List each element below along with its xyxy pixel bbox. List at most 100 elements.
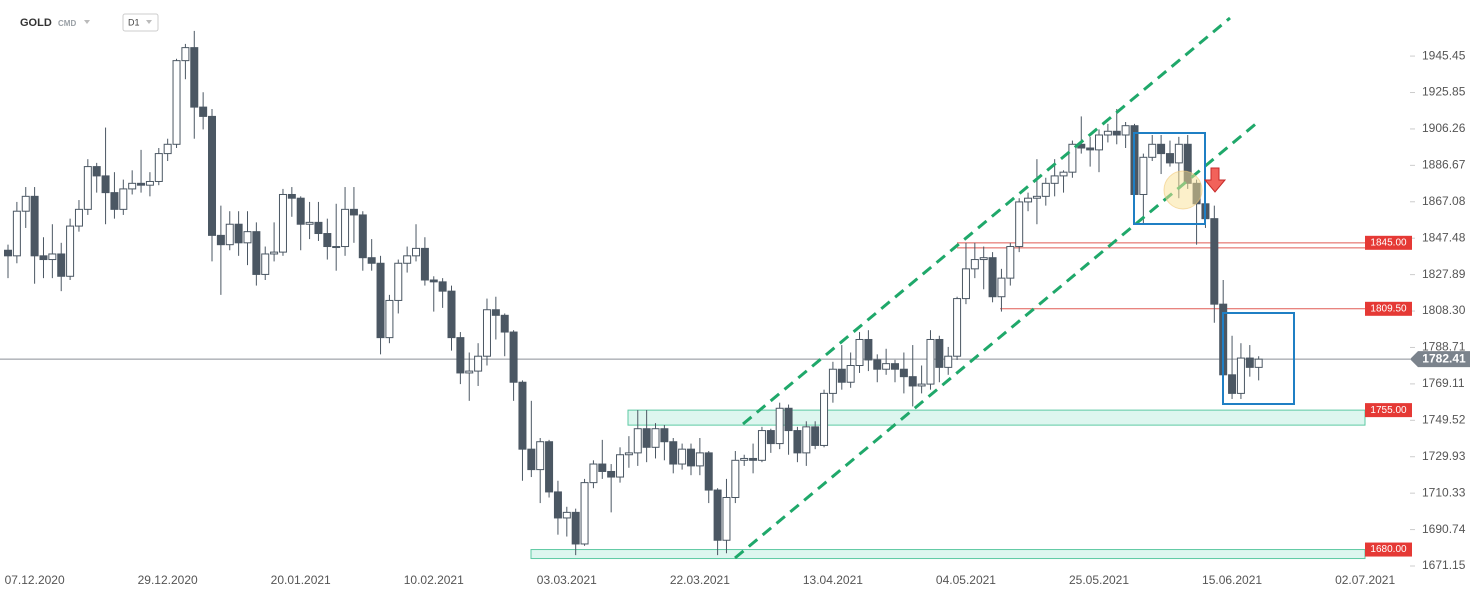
- candle-body: [1103, 130, 1112, 136]
- market[interactable]: CMD: [58, 19, 76, 28]
- candle-body: [899, 368, 908, 378]
- candle-body: [332, 246, 341, 249]
- candle-body: [589, 463, 598, 484]
- candle-body: [553, 491, 562, 519]
- y-tick-label: 1788.71: [1422, 340, 1466, 354]
- candle-body: [536, 441, 545, 471]
- candle-body: [367, 257, 376, 264]
- candle-body: [660, 428, 669, 443]
- candle-body: [110, 192, 119, 210]
- y-tick-label: 1671.15: [1422, 558, 1466, 572]
- candle-body: [216, 234, 225, 246]
- candle-body: [163, 143, 172, 155]
- candle-body: [1139, 156, 1148, 195]
- level-label-box: [1365, 403, 1412, 418]
- candle-body: [935, 338, 944, 368]
- candle-body: [580, 482, 589, 545]
- y-tick-label: 1808.30: [1422, 303, 1466, 317]
- candle-body: [1254, 358, 1263, 368]
- candle-body: [1174, 143, 1183, 164]
- candle-body: [837, 368, 846, 383]
- candle-body: [412, 247, 421, 257]
- candle-body: [101, 175, 110, 194]
- x-tick-label: 10.02.2021: [404, 573, 464, 587]
- candle-body: [1095, 134, 1104, 151]
- candle-body: [979, 257, 988, 261]
- candle-body: [21, 195, 30, 212]
- candle-body: [1165, 153, 1174, 164]
- candle-body: [784, 407, 793, 432]
- candle-body: [270, 251, 279, 255]
- level-label: 1809.50: [1370, 303, 1407, 314]
- candle-body: [429, 279, 438, 283]
- y-tick-label: 1749.52: [1422, 412, 1466, 426]
- candle-body: [1112, 130, 1121, 136]
- candle-body: [633, 428, 642, 454]
- candle-body: [145, 180, 154, 186]
- timeframe-box[interactable]: [122, 13, 159, 32]
- candle-body: [642, 428, 651, 448]
- level-label-box: [1365, 235, 1412, 250]
- dropdown-arrow[interactable]: [146, 20, 152, 24]
- candle-body: [314, 221, 323, 235]
- candle-body: [438, 281, 447, 292]
- candle-body: [465, 370, 474, 374]
- candle-body: [598, 463, 607, 472]
- candle-body: [252, 231, 261, 275]
- candle-body: [571, 511, 580, 545]
- candle-body: [394, 262, 403, 301]
- candle-body: [811, 426, 820, 446]
- candle-body: [678, 448, 687, 465]
- candle-body: [420, 247, 429, 281]
- zones: [0, 242, 1410, 560]
- candle-body: [1024, 197, 1033, 203]
- last-price-label: 1782.41: [1422, 351, 1466, 365]
- timeframe[interactable]: D1: [128, 17, 140, 27]
- x-tick-label: 07.12.2020: [5, 573, 65, 587]
- candle-body: [234, 223, 243, 244]
- support-zone: [530, 549, 1366, 560]
- candle-body: [30, 195, 39, 257]
- drawings: [734, 16, 1295, 560]
- candle-body: [695, 452, 704, 467]
- dropdown-arrow[interactable]: [84, 20, 90, 24]
- candle-body: [864, 338, 873, 361]
- x-tick-label: 29.12.2020: [138, 573, 198, 587]
- x-tick-label: 04.05.2021: [936, 573, 996, 587]
- y-tick-label: 1690.74: [1422, 522, 1466, 536]
- candle-body: [651, 428, 660, 448]
- candle-body: [961, 268, 970, 300]
- candle-body: [500, 314, 509, 333]
- candle-body: [447, 290, 456, 339]
- y-tick-label: 1710.33: [1422, 485, 1466, 499]
- candle-body: [4, 249, 12, 257]
- candle-body: [1059, 171, 1068, 177]
- y-tick-label: 1945.45: [1422, 48, 1466, 62]
- y-tick-label: 1886.67: [1422, 158, 1466, 172]
- candle-body: [66, 225, 75, 277]
- candle-body: [403, 255, 412, 264]
- candle-body: [261, 253, 270, 275]
- candle-body: [509, 331, 518, 383]
- candle-body: [740, 457, 749, 461]
- candle-body: [518, 381, 527, 450]
- candle-body: [474, 355, 483, 372]
- y-tick-label: 1847.48: [1422, 230, 1466, 244]
- candle-body: [545, 441, 554, 493]
- x-tick-label: 03.03.2021: [537, 573, 597, 587]
- candle-body: [376, 262, 385, 339]
- level-label-box: [1365, 301, 1412, 316]
- candle-body: [323, 233, 332, 248]
- candle-body: [624, 452, 633, 456]
- candle-body: [208, 115, 217, 236]
- support-zone: [627, 409, 1366, 426]
- y-tick-label: 1827.89: [1422, 267, 1466, 281]
- candle-body: [1006, 246, 1015, 279]
- candle-body: [527, 448, 536, 471]
- candle-body: [172, 60, 181, 145]
- candle-body: [349, 208, 358, 216]
- candle-body: [1157, 143, 1166, 155]
- candle-body: [669, 441, 678, 465]
- candle-body: [775, 407, 784, 445]
